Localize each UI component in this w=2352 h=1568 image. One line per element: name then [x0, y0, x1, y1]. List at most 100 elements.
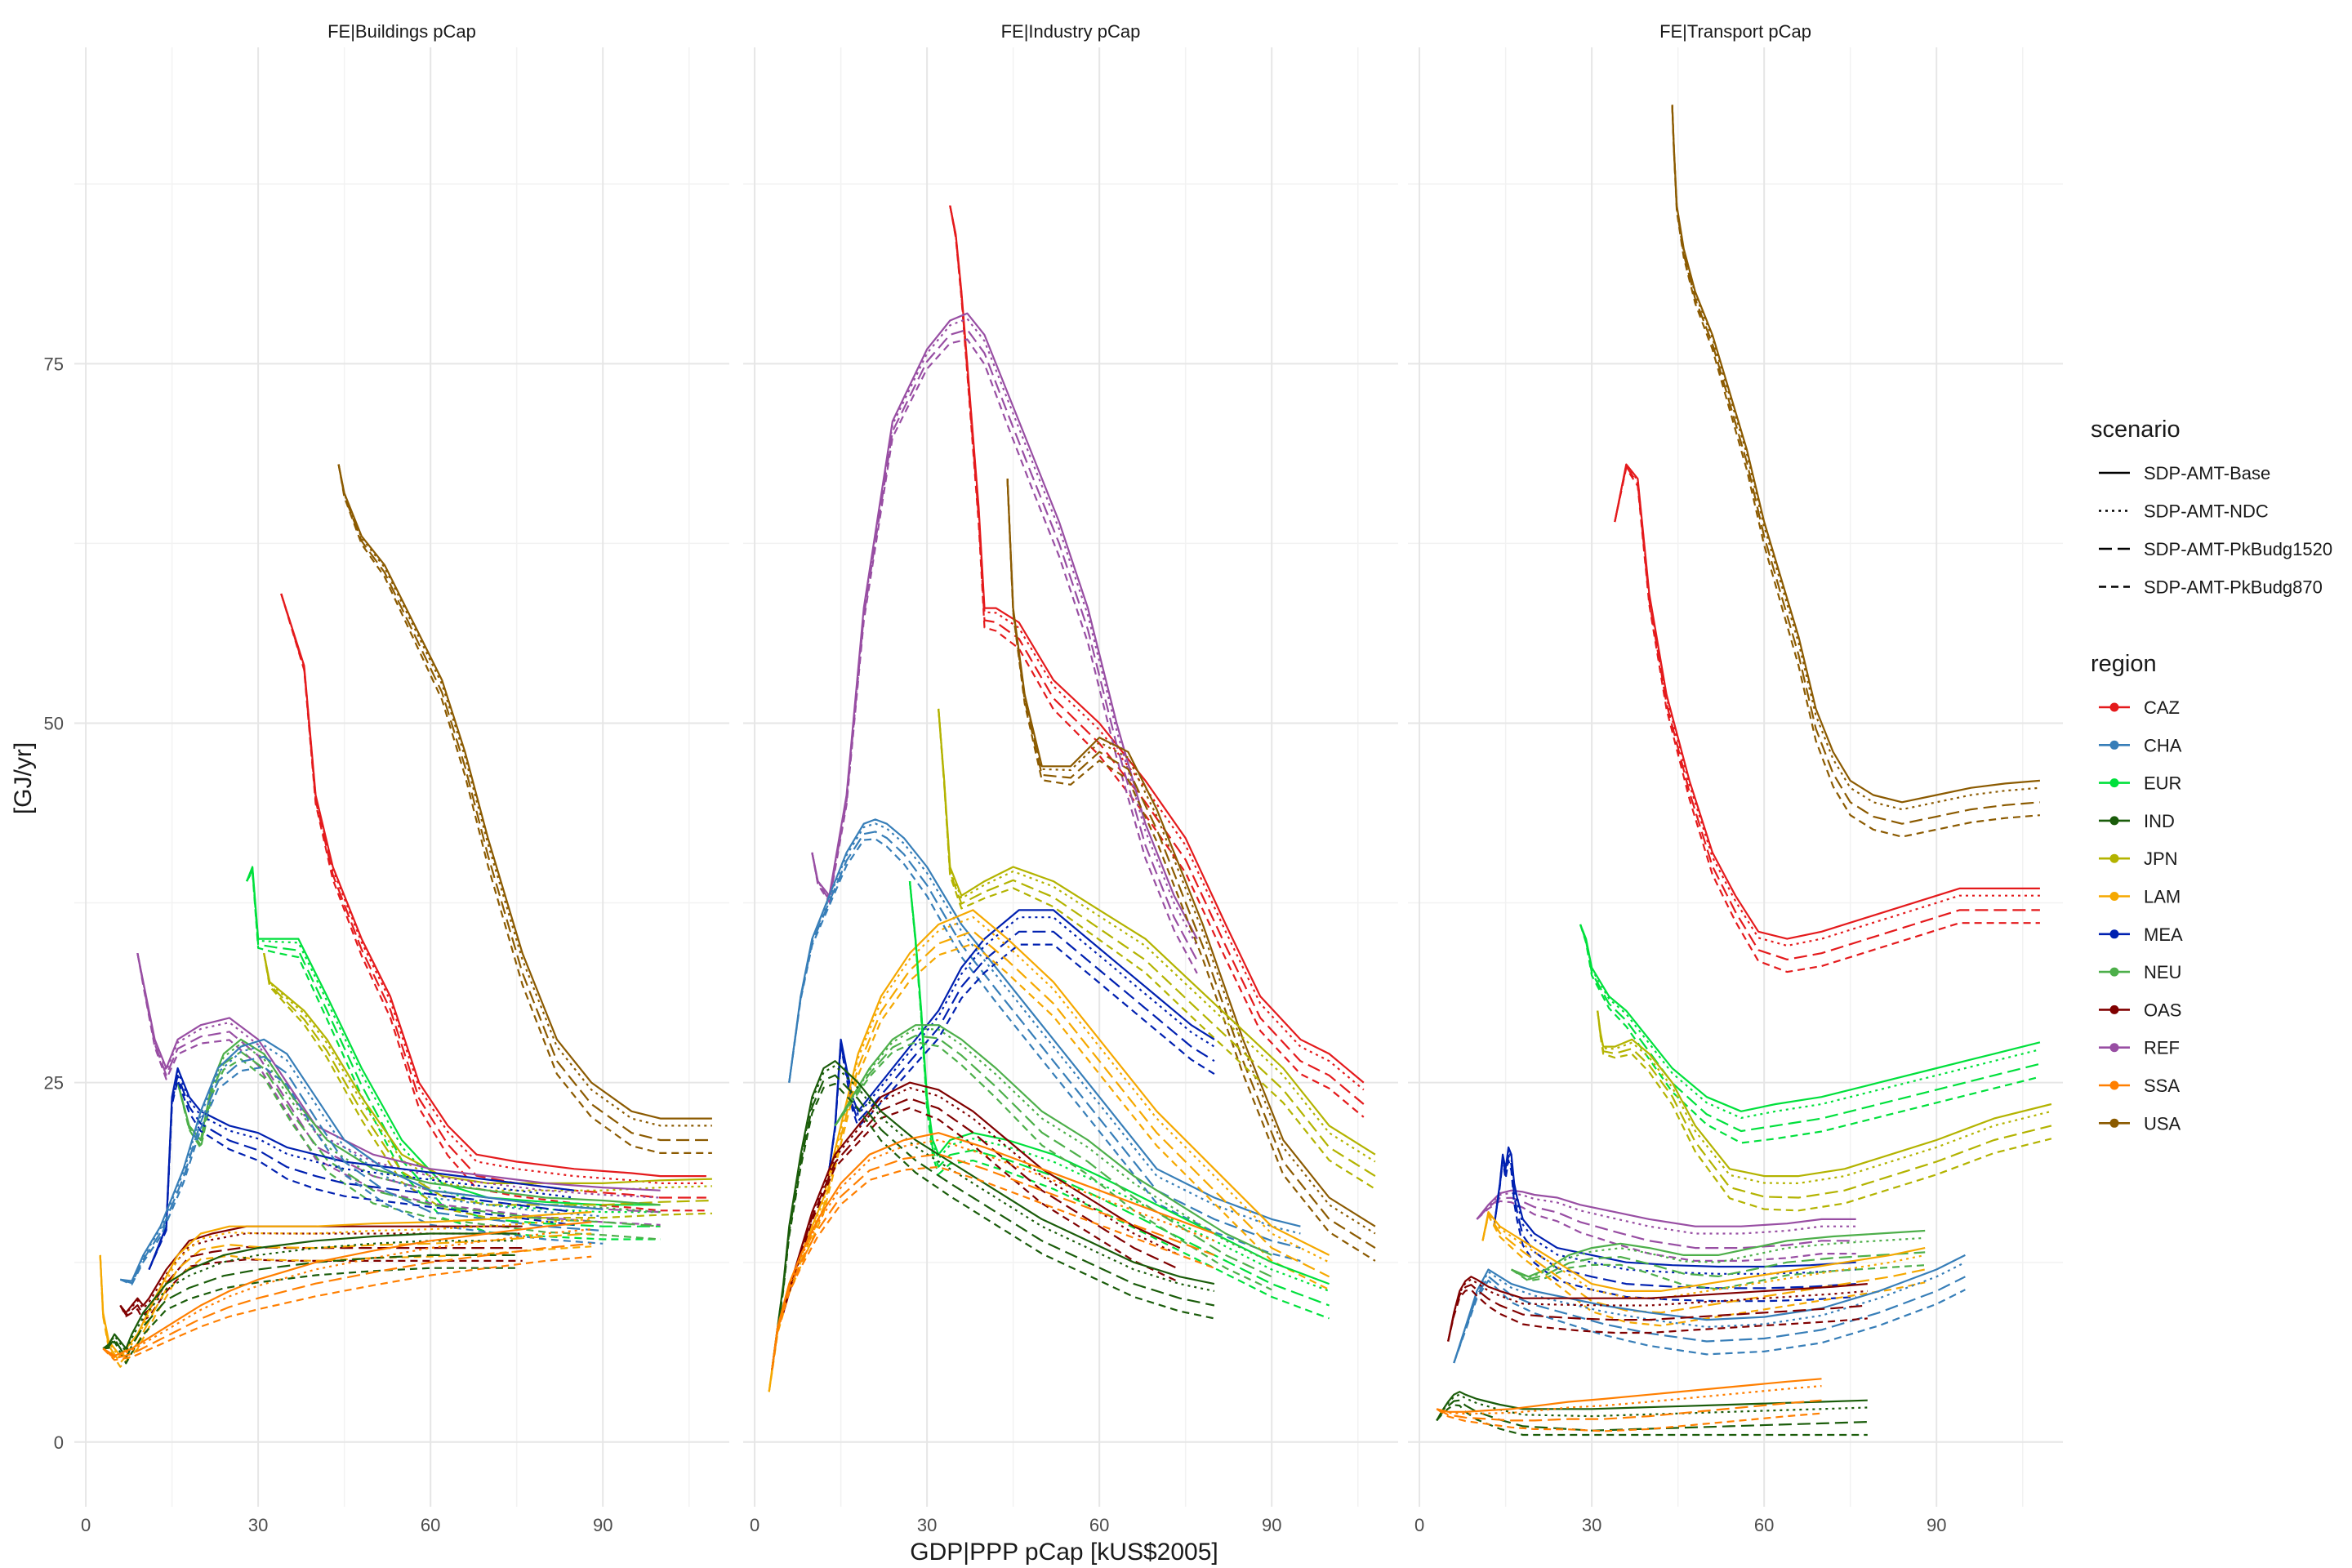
series-line-ssa-sdp-amt-pkbudg1520 [771, 1153, 1215, 1370]
series-line-lam-sdp-amt-pkbudg1520 [1481, 1213, 1926, 1314]
series-line-oas-sdp-amt-ndc [119, 1232, 523, 1315]
legend-label: SDP-AMT-NDC [2144, 501, 2269, 522]
legend-label: NEU [2144, 962, 2181, 982]
series-line-eur-sdp-amt-ndc [246, 866, 661, 1214]
series-line-ind-sdp-amt-pkbudg1520 [102, 1254, 517, 1359]
x-tick-label: 30 [248, 1515, 268, 1535]
series-line-jpn-sdp-amt-ndc [938, 708, 1376, 1163]
series-line-jpn-sdp-amt-base [263, 952, 712, 1185]
series-line-eur-sdp-amt-base [246, 866, 661, 1206]
legend-label: SDP-AMT-Base [2144, 463, 2270, 483]
series-line-mea-sdp-amt-pkbudg1520 [148, 1074, 575, 1270]
legend-dot-eur [2109, 778, 2119, 788]
x-tick-label: 0 [1414, 1515, 1424, 1535]
legend-label: LAM [2144, 887, 2180, 907]
series-line-neu-sdp-amt-base [834, 1024, 1272, 1256]
x-tick-label: 90 [593, 1515, 612, 1535]
series-line-neu-sdp-amt-ndc [834, 1027, 1272, 1263]
series-line-ind-sdp-amt-ndc [1436, 1393, 1868, 1421]
series-line-neu-sdp-amt-ndc [1511, 1236, 1926, 1279]
series-line-ssa-sdp-amt-base [1436, 1378, 1822, 1413]
x-tick-label: 0 [81, 1515, 91, 1535]
series-line-mea-sdp-amt-base [828, 909, 1215, 1169]
series-line-usa-sdp-amt-pkbudg1520 [337, 464, 712, 1142]
series-line-ind-sdp-amt-base [1436, 1391, 1868, 1421]
series-line-lam-sdp-amt-pkbudg870 [1481, 1214, 1926, 1327]
series-line-ind-sdp-amt-ndc [102, 1240, 517, 1353]
series-line-cha-sdp-amt-pkbudg870 [1453, 1279, 1966, 1364]
series-lines [1436, 105, 2052, 1437]
series-line-usa-sdp-amt-base [337, 464, 712, 1120]
series-line-usa-sdp-amt-ndc [1671, 105, 2040, 811]
series-line-oas-sdp-amt-pkbudg1520 [119, 1245, 523, 1316]
legend-dot-mea [2109, 929, 2119, 939]
panel-3: FE|Transport pCap 0 30 60 90 [1408, 21, 2063, 1535]
series-line-eur-sdp-amt-pkbudg1520 [1579, 924, 2041, 1133]
series-line-neu-sdp-amt-pkbudg1520 [1511, 1251, 1926, 1281]
legend-label: SDP-AMT-PkBudg870 [2144, 577, 2323, 598]
series-line-ref-sdp-amt-base [136, 952, 661, 1192]
series-lines [768, 205, 1376, 1392]
panel-2: FE|Industry pCap 0 30 60 90 [743, 21, 1398, 1535]
series-line-jpn-sdp-amt-base [938, 708, 1376, 1156]
series-line-ssa-sdp-amt-ndc [771, 1138, 1215, 1370]
grid [1408, 47, 2063, 1507]
legend-region-title: region [2091, 651, 2157, 677]
series-line-mea-sdp-amt-pkbudg870 [828, 943, 1215, 1169]
series-line-eur-sdp-amt-ndc [1579, 924, 2041, 1120]
legend-dot-caz [2109, 702, 2119, 712]
series-line-jpn-sdp-amt-pkbudg870 [263, 953, 712, 1219]
series-line-mea-sdp-amt-base [148, 1067, 575, 1270]
series-line-ssa-sdp-amt-pkbudg1520 [1436, 1399, 1822, 1422]
series-line-oas-sdp-amt-ndc [1447, 1278, 1868, 1342]
series-line-caz-sdp-amt-pkbudg1520 [949, 205, 1365, 1105]
series-line-cha-sdp-amt-base [120, 1038, 604, 1282]
series-line-jpn-sdp-amt-pkbudg870 [938, 708, 1376, 1190]
legend-label: OAS [2144, 1000, 2181, 1020]
series-line-caz-sdp-amt-pkbudg870 [280, 593, 706, 1212]
legend-dot-oas [2109, 1004, 2119, 1014]
series-lines [99, 464, 712, 1368]
series-line-cha-sdp-amt-pkbudg1520 [119, 1055, 604, 1285]
series-line-caz-sdp-amt-ndc [280, 593, 706, 1185]
panel-title: FE|Transport pCap [1659, 21, 1811, 42]
series-line-oas-sdp-amt-pkbudg870 [1447, 1289, 1868, 1342]
legend-region-list: CAZ CHA EUR IND JPN LAM MEA NEU OAS REF SSA USA [2099, 697, 2183, 1134]
x-tick-label: 90 [1927, 1515, 1946, 1535]
series-line-neu-sdp-amt-base [1511, 1229, 1926, 1278]
legend-dot-neu [2109, 967, 2119, 977]
legend: scenario SDP-AMT-BaseSDP-AMT-NDCSDP-AMT-… [2091, 416, 2332, 1134]
grid [74, 47, 729, 1507]
series-line-ref-sdp-amt-pkbudg1520 [811, 328, 1198, 961]
series-line-ssa-sdp-amt-ndc [1436, 1385, 1822, 1415]
y-tick-label: 25 [44, 1073, 64, 1094]
series-line-oas-sdp-amt-ndc [782, 1086, 1181, 1313]
legend-label: EUR [2144, 773, 2181, 794]
series-line-cha-sdp-amt-ndc [788, 822, 1301, 1235]
series-line-mea-sdp-amt-ndc [1493, 1149, 1856, 1275]
series-line-caz-sdp-amt-ndc [1614, 464, 2040, 947]
series-line-ref-sdp-amt-base [811, 312, 1198, 940]
series-line-cha-sdp-amt-base [1453, 1254, 1966, 1364]
x-tick-label: 0 [750, 1515, 760, 1535]
series-line-usa-sdp-amt-pkbudg870 [1671, 105, 2040, 838]
y-tick-label: 0 [54, 1432, 64, 1453]
legend-dot-usa [2109, 1118, 2119, 1128]
series-line-cha-sdp-amt-pkbudg1520 [788, 831, 1301, 1250]
series-line-lam-sdp-amt-ndc [768, 915, 1330, 1392]
series-line-ssa-sdp-amt-pkbudg870 [771, 1165, 1215, 1370]
series-line-ref-sdp-amt-pkbudg870 [136, 953, 661, 1226]
series-line-cha-sdp-amt-base [788, 818, 1301, 1227]
panels: FE|Buildings pCap 0 30 60 90 0 25 50 75 FE|Indust… [44, 21, 2063, 1535]
legend-dot-ind [2109, 816, 2119, 826]
series-line-ssa-sdp-amt-pkbudg870 [1436, 1408, 1822, 1432]
series-line-neu-sdp-amt-pkbudg870 [834, 1040, 1272, 1291]
x-tick-label: 30 [917, 1515, 937, 1535]
series-line-lam-sdp-amt-pkbudg870 [768, 942, 1330, 1392]
series-line-usa-sdp-amt-pkbudg1520 [1006, 479, 1376, 1250]
series-line-mea-sdp-amt-base [1493, 1146, 1856, 1268]
series-line-ref-sdp-amt-pkbudg870 [811, 338, 1198, 974]
legend-dot-ssa [2109, 1080, 2119, 1090]
series-line-usa-sdp-amt-pkbudg870 [337, 464, 712, 1155]
